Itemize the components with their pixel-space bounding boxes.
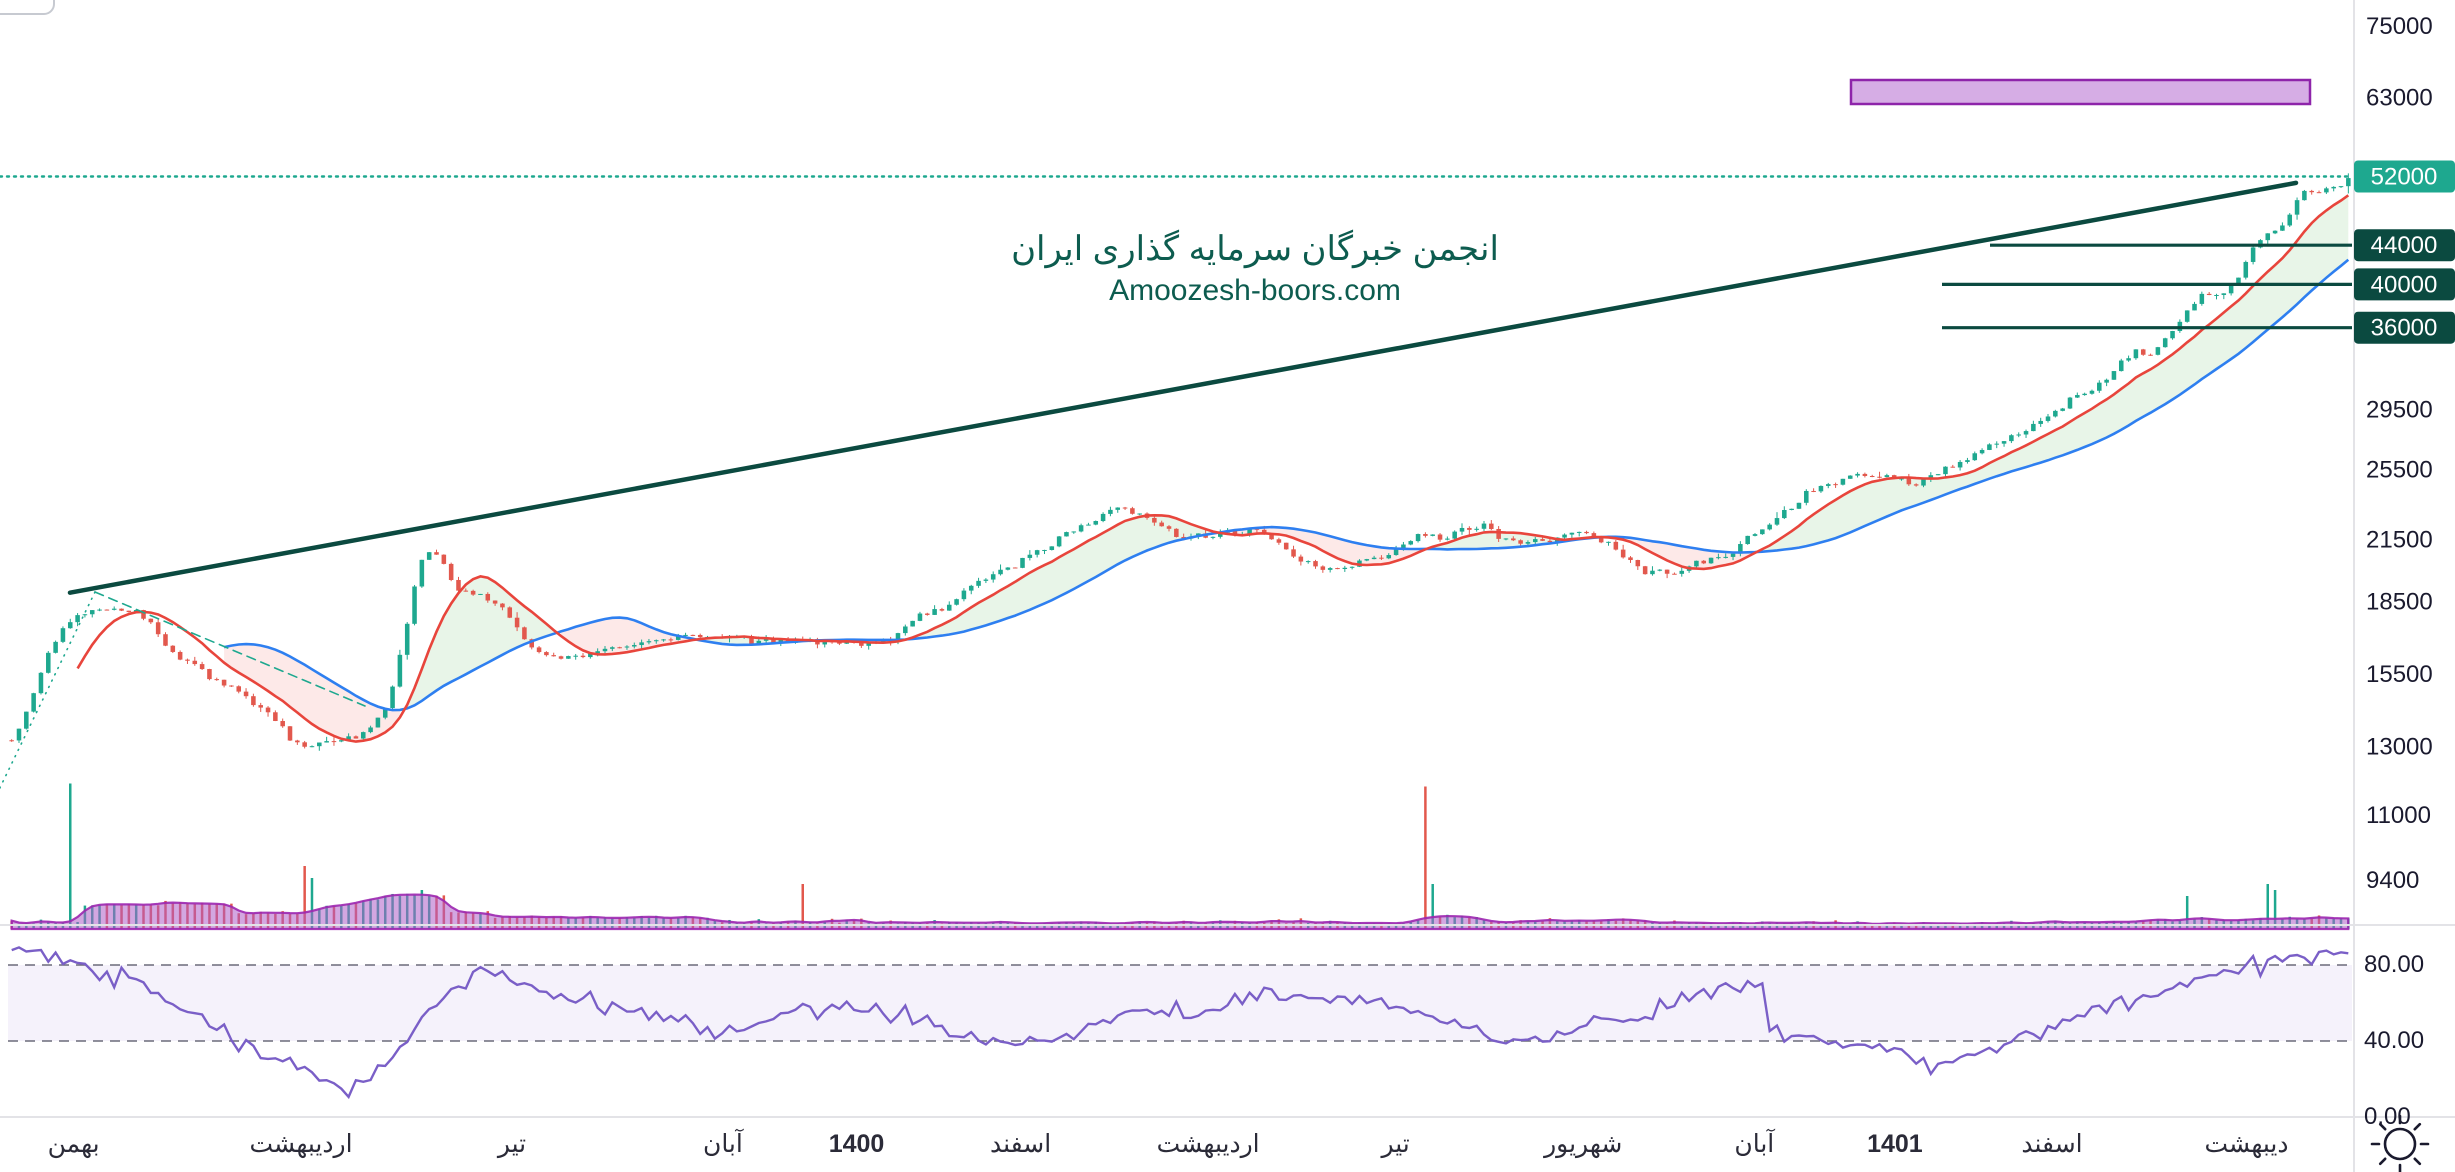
svg-text:شهریور: شهریور [1542, 1130, 1622, 1159]
svg-text:21500: 21500 [2366, 527, 2433, 554]
svg-text:9400: 9400 [2366, 867, 2419, 894]
svg-text:1400: 1400 [829, 1130, 885, 1158]
svg-text:اردیبهشت: اردیبهشت [249, 1130, 352, 1159]
svg-text:تیر: تیر [1379, 1130, 1409, 1159]
svg-text:11000: 11000 [2366, 802, 2431, 829]
svg-text:40000: 40000 [2371, 271, 2438, 298]
svg-text:15500: 15500 [2366, 661, 2433, 688]
svg-text:انجمن خبرگان سرمایه گذاری ایرا: انجمن خبرگان سرمایه گذاری ایران [1011, 229, 1499, 269]
svg-text:29500: 29500 [2366, 397, 2433, 424]
svg-text:36000: 36000 [2371, 315, 2438, 342]
svg-text:اسفند: اسفند [2021, 1130, 2082, 1158]
svg-text:13000: 13000 [2366, 734, 2433, 761]
svg-text:Amoozesh-boors.com: Amoozesh-boors.com [1109, 274, 1401, 307]
svg-text:52000: 52000 [2371, 164, 2438, 191]
svg-text:80.00: 80.00 [2364, 951, 2424, 978]
svg-text:آبان: آبان [1734, 1128, 1775, 1158]
svg-text:44000: 44000 [2371, 232, 2438, 259]
svg-text:0.00: 0.00 [2364, 1103, 2411, 1130]
svg-text:اسفند: اسفند [990, 1130, 1051, 1158]
svg-text:75000: 75000 [2366, 13, 2433, 40]
svg-text:آبان: آبان [703, 1128, 744, 1158]
svg-text:بهمن: بهمن [48, 1130, 100, 1159]
svg-text:تیر: تیر [496, 1130, 526, 1159]
svg-text:40.00: 40.00 [2364, 1027, 2424, 1054]
svg-text:63000: 63000 [2366, 85, 2433, 112]
svg-text:25500: 25500 [2366, 457, 2433, 484]
svg-text:1401: 1401 [1867, 1130, 1923, 1158]
svg-text:اردیبهشت: اردیبهشت [1157, 1130, 1260, 1159]
svg-text:18500: 18500 [2366, 589, 2433, 616]
svg-text:دیبهشت: دیبهشت [2204, 1130, 2288, 1159]
